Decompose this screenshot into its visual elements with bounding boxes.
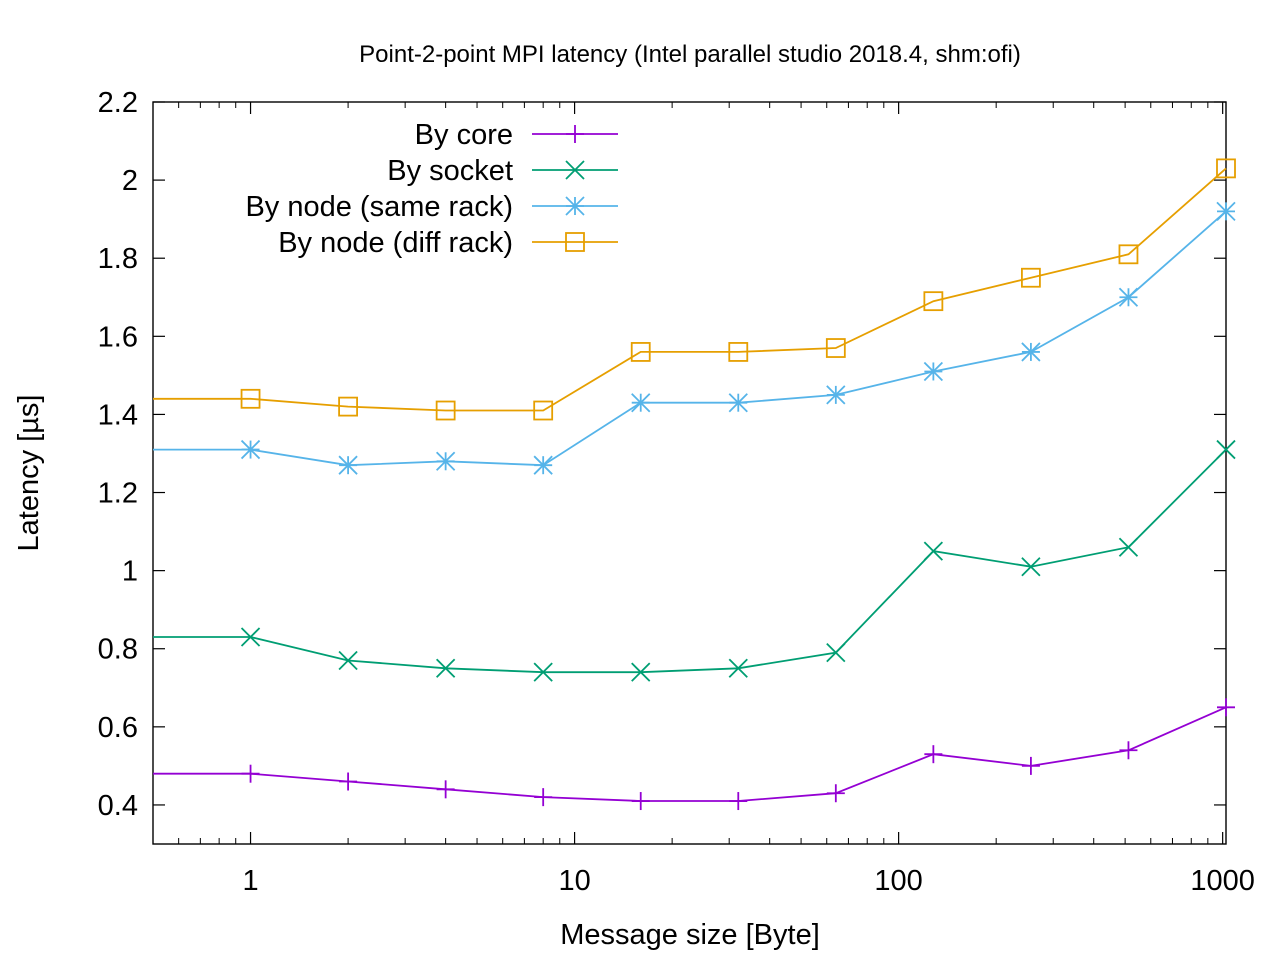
x-tick-label: 1000 — [1190, 865, 1255, 897]
series-line-by-node-diff-rack — [153, 167, 1227, 412]
data-point-by-node-diff-rack — [728, 342, 749, 362]
legend-label: By core — [415, 119, 513, 151]
data-point-by-node-diff-rack — [1021, 267, 1041, 288]
data-point-by-node-diff-rack — [630, 342, 651, 362]
legend-swatch-marker — [565, 196, 585, 216]
y-axis-title: Latency [µs] — [13, 395, 45, 552]
data-point-by-node-diff-rack — [240, 388, 261, 409]
data-point-by-node-same-rack — [826, 385, 846, 405]
y-tick-label: 2.2 — [98, 87, 138, 119]
data-point-by-node-diff-rack — [1216, 158, 1236, 179]
series-line-by-node-same-rack — [153, 210, 1227, 467]
data-point-by-core — [436, 780, 455, 799]
data-point-by-core — [826, 784, 845, 803]
series-by-node-same-rack — [153, 201, 1236, 475]
data-point-by-node-diff-rack — [435, 400, 456, 421]
plot-series — [153, 158, 1236, 811]
y-tick-label: 2 — [122, 165, 138, 197]
data-point-by-core — [241, 764, 260, 783]
data-point-by-socket — [631, 662, 651, 682]
data-point-by-node-diff-rack — [338, 396, 358, 417]
data-point-by-socket — [1021, 557, 1041, 577]
data-point-by-node-diff-rack — [825, 338, 846, 358]
data-point-by-node-same-rack — [1021, 342, 1041, 362]
data-point-by-socket — [533, 662, 553, 682]
legend-swatch-marker — [565, 232, 585, 252]
y-tick-label: 1.2 — [98, 478, 138, 510]
data-point-by-node-same-rack — [1216, 201, 1236, 221]
x-tick-label: 1 — [242, 865, 258, 897]
data-point-by-socket — [826, 643, 846, 663]
x-tick-label: 10 — [558, 865, 590, 897]
chart-title: Point-2-point MPI latency (Intel paralle… — [359, 41, 1021, 68]
series-line-by-core — [153, 706, 1227, 802]
legend-item-by-core: By core — [415, 119, 618, 151]
data-point-by-node-same-rack — [435, 451, 456, 471]
series-line-by-socket — [153, 448, 1227, 674]
data-point-by-core — [1119, 741, 1138, 760]
legend: By core By socket By node (same rack) By no… — [245, 119, 618, 259]
x-axis-title: Message size [Byte] — [560, 919, 820, 951]
data-point-by-node-diff-rack — [1118, 244, 1139, 265]
y-tick-label: 0.4 — [98, 790, 138, 822]
data-point-by-node-same-rack — [631, 393, 651, 413]
legend-swatch-marker — [565, 160, 585, 180]
data-point-by-node-same-rack — [533, 455, 553, 475]
data-point-by-node-diff-rack — [923, 291, 944, 312]
data-point-by-socket — [1216, 439, 1236, 460]
data-point-by-node-same-rack — [240, 439, 261, 460]
y-tick-label: 1.8 — [98, 243, 138, 275]
data-point-by-core — [534, 788, 553, 807]
x-tick-label: 100 — [874, 865, 922, 897]
data-point-by-socket — [240, 627, 261, 647]
data-point-by-core — [729, 792, 748, 811]
legend-label: By socket — [387, 155, 513, 187]
series-by-node-diff-rack — [153, 158, 1236, 421]
legend-label: By node (diff rack) — [278, 227, 513, 259]
data-point-by-node-same-rack — [923, 361, 944, 382]
data-point-by-socket — [1118, 537, 1139, 557]
data-point-by-socket — [338, 650, 358, 671]
legend-item-by-node-diff-rack: By node (diff rack) — [278, 227, 618, 259]
data-point-by-core — [1021, 756, 1040, 775]
data-point-by-core — [924, 745, 943, 764]
y-tick-label: 0.6 — [98, 712, 138, 744]
data-point-by-node-same-rack — [1118, 287, 1139, 307]
data-point-by-socket — [435, 658, 456, 678]
data-point-by-node-same-rack — [728, 393, 748, 413]
data-point-by-node-same-rack — [338, 455, 358, 475]
y-tick-label: 1.4 — [98, 399, 138, 431]
series-by-socket — [153, 439, 1236, 682]
data-point-by-node-diff-rack — [533, 400, 554, 421]
data-point-by-socket — [728, 658, 748, 678]
plot-axes: 0.4 0.6 0.8 1 1.2 1.4 1.6 1.8 2 2.2 1 10 100 1000 — [98, 87, 1255, 897]
y-tick-label: 0.8 — [98, 634, 138, 666]
data-point-by-core — [339, 772, 358, 791]
data-point-by-core — [1217, 698, 1235, 717]
legend-label: By node (same rack) — [245, 191, 513, 223]
data-point-by-socket — [923, 541, 944, 561]
plot-frame — [152, 101, 1227, 845]
y-tick-label: 1.6 — [98, 321, 138, 353]
data-point-by-core — [631, 792, 650, 811]
legend-item-by-node-same-rack: By node (same rack) — [245, 191, 618, 223]
legend-swatch-marker — [566, 125, 584, 143]
legend-item-by-socket: By socket — [387, 155, 618, 187]
series-by-core — [153, 698, 1235, 811]
y-tick-label: 1 — [122, 556, 138, 588]
